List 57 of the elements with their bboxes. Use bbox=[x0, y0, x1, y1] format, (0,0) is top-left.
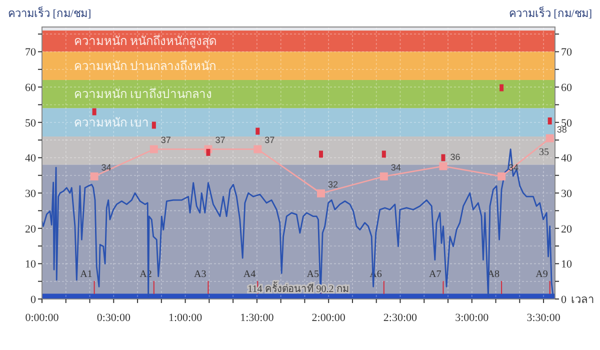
annotation: 34 bbox=[390, 162, 401, 172]
point bbox=[150, 145, 158, 154]
annotation: 32 bbox=[328, 179, 338, 190]
band: ความหนัก หนักถึงหนักสูงสุด bbox=[42, 30, 555, 52]
y2-axis-title: ความเร็ว [กม/ชม] bbox=[508, 6, 592, 20]
y-tick-label: 40 bbox=[25, 152, 36, 165]
ref-line-label: A9 bbox=[536, 269, 548, 280]
y2-tick-label: 10 bbox=[561, 258, 572, 271]
band-label: ความหนัก หนักถึงหนักสูงสุด bbox=[74, 34, 217, 50]
x-tick-label: 2:30:00 bbox=[383, 312, 418, 324]
point bbox=[380, 172, 388, 180]
ref-line-label: A7 bbox=[428, 269, 442, 280]
point bbox=[439, 162, 448, 170]
y-axis-title: ความเร็ว [กม/ชม] bbox=[8, 6, 92, 20]
annotation: 34 bbox=[101, 162, 112, 172]
ref-line-label: A5 bbox=[306, 269, 319, 280]
band-label: ความหนัก เบาถึงปานกลาง bbox=[74, 87, 212, 102]
x-tick-label: 3:30:00 bbox=[526, 312, 561, 324]
y2-tick-label: 0 bbox=[561, 294, 567, 306]
x-tick-label: 3:00:00 bbox=[455, 312, 490, 324]
y-tick-label: 30 bbox=[25, 188, 36, 200]
y-tick-label: 20 bbox=[25, 223, 36, 236]
y-tick-label: 0 bbox=[30, 294, 36, 306]
y2-tick-label: 30 bbox=[561, 188, 572, 200]
y2-tick-label: 40 bbox=[561, 152, 572, 165]
annotation: 37 bbox=[215, 135, 226, 146]
band-label: ความหนัก ปานกลางถึงหนัก bbox=[74, 58, 216, 73]
point bbox=[254, 145, 262, 154]
x-tick-label: 0:30:00 bbox=[96, 312, 131, 324]
band: ความหนัก เบา bbox=[42, 108, 555, 136]
y-tick-label: 70 bbox=[25, 46, 36, 59]
x-axis-title: เวลา bbox=[571, 294, 594, 306]
y-tick-label: 50 bbox=[25, 117, 36, 130]
point bbox=[498, 172, 506, 180]
y2-tick-label: 20 bbox=[561, 223, 572, 236]
ref-line-label: A3 bbox=[194, 269, 206, 280]
band: ความหนัก ปานกลางถึงหนัก bbox=[42, 52, 555, 80]
band-label: ความหนัก เบา bbox=[74, 115, 149, 130]
x-tick-label: 0:00:00 bbox=[25, 312, 60, 324]
annotation: 36 bbox=[450, 152, 460, 162]
y-tick-label: 60 bbox=[25, 82, 36, 94]
point bbox=[546, 134, 554, 142]
annotation: 38 bbox=[556, 124, 567, 134]
x-tick-label: 2:00:00 bbox=[312, 312, 346, 324]
x-tick-label: 1:30:00 bbox=[240, 312, 274, 324]
annotation: 35 bbox=[539, 146, 549, 158]
ref-line-label: A1 bbox=[80, 269, 92, 280]
point bbox=[90, 172, 98, 180]
x-tick-label: 1:00:00 bbox=[168, 312, 203, 324]
y-tick-label: 10 bbox=[25, 258, 36, 271]
annotation: 37 bbox=[160, 135, 171, 146]
ref-line-label: A4 bbox=[243, 269, 256, 280]
y2-tick-label: 70 bbox=[561, 46, 572, 59]
y2-tick-label: 60 bbox=[561, 82, 572, 94]
annotation: 37 bbox=[264, 135, 275, 146]
point bbox=[316, 189, 325, 198]
band: ความหนัก เบาถึงปานกลาง bbox=[42, 80, 555, 108]
